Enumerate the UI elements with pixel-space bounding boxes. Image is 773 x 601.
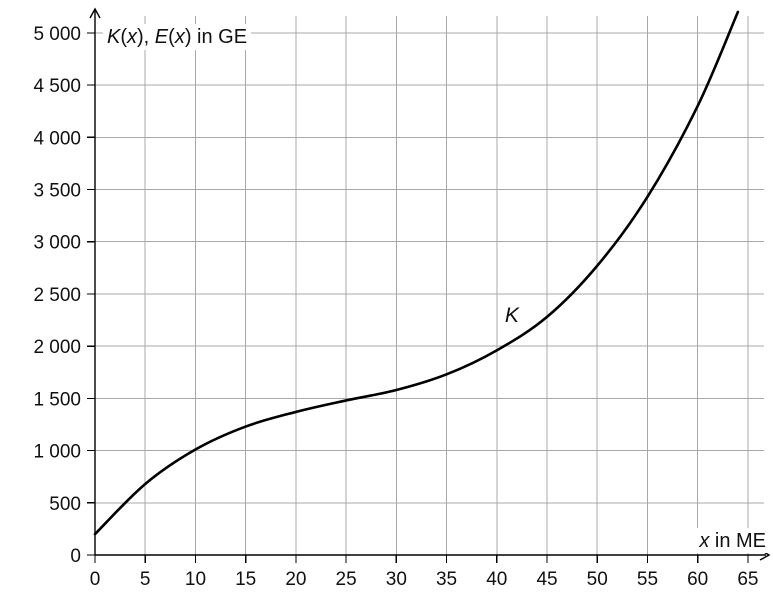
y-tick-label-6: 3 000 xyxy=(33,233,81,254)
y-axis-title-part-5: ( xyxy=(168,26,175,48)
x-axis-title-part-0: x xyxy=(698,530,710,552)
x-axis-title: x in ME xyxy=(698,530,766,552)
y-tick-label-10: 5 000 xyxy=(33,24,81,45)
x-tick-label-11: 55 xyxy=(637,569,658,590)
x-axis-title-part-1: in ME xyxy=(709,530,766,552)
y-tick-label-3: 1 500 xyxy=(33,389,81,410)
y-tick-label-9: 4 500 xyxy=(33,76,81,97)
y-axis-title-part-4: E xyxy=(155,26,169,48)
x-tick-label-3: 15 xyxy=(235,569,256,590)
x-tick-label-10: 50 xyxy=(587,569,608,590)
x-tick-label-7: 35 xyxy=(436,569,457,590)
x-tick-label-2: 10 xyxy=(185,569,206,590)
y-axis-title-part-7: ) in GE xyxy=(185,26,247,48)
y-tick-label-1: 500 xyxy=(49,494,81,515)
x-tick-label-12: 60 xyxy=(687,569,708,590)
ticks xyxy=(87,32,749,563)
x-axis-title-bg xyxy=(694,528,768,553)
y-axis-title-bg xyxy=(103,24,252,50)
y-axis-title-part-2: x xyxy=(126,26,138,48)
annotations: K xyxy=(505,304,520,327)
y-tick-label-5: 2 500 xyxy=(33,285,81,306)
y-tick-label-4: 2 000 xyxy=(33,337,81,358)
y-tick-label-2: 1 000 xyxy=(33,442,81,463)
y-axis-title: K(x), E(x) in GE xyxy=(107,26,247,48)
tick-labels: 0 5 10 15 20 25 30 35 40 45 50 55 60 65 0 500 1 000 1 500… xyxy=(33,24,758,590)
y-tick-label-0: 0 xyxy=(70,546,81,567)
series xyxy=(93,10,740,536)
axes xyxy=(89,7,771,561)
y-axis-title-part-3: ), xyxy=(137,26,155,48)
y-axis-title-part-6: x xyxy=(174,26,186,48)
x-tick-label-4: 20 xyxy=(285,569,306,590)
grid xyxy=(95,16,764,555)
y-tick-label-7: 3 500 xyxy=(33,181,81,202)
y-axis-title-part-1: ( xyxy=(120,26,127,48)
x-tick-label-6: 30 xyxy=(386,569,407,590)
curve-label-0: K xyxy=(505,304,520,327)
series-line-K xyxy=(93,10,740,536)
x-tick-label-13: 65 xyxy=(737,569,758,590)
x-tick-label-5: 25 xyxy=(336,569,357,590)
x-tick-label-0: 0 xyxy=(90,569,101,590)
x-tick-label-9: 45 xyxy=(536,569,557,590)
axis-titles: K(x), E(x) in GEx in ME xyxy=(103,24,768,553)
x-tick-label-8: 40 xyxy=(486,569,507,590)
y-tick-label-8: 4 000 xyxy=(33,128,81,149)
x-tick-label-1: 5 xyxy=(140,569,151,590)
y-axis-title-part-0: K xyxy=(107,26,122,48)
y-axis-arrow xyxy=(89,7,101,19)
